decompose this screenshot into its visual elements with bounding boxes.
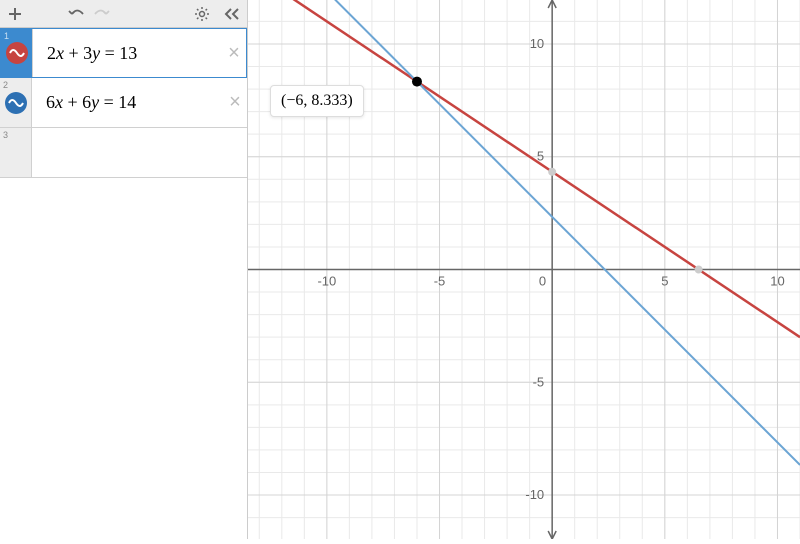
- color-icon[interactable]: [6, 42, 28, 64]
- expression-formula[interactable]: 2x + 3y = 13: [33, 43, 222, 64]
- color-icon[interactable]: [5, 92, 27, 114]
- expression-list: 1 2x + 3y = 13 × 2 6x + 6y = 14 × 3: [0, 28, 247, 539]
- expression-tab: 3: [0, 128, 32, 177]
- svg-text:10: 10: [770, 274, 784, 289]
- graph-canvas[interactable]: -10-50510-10-5510: [248, 0, 800, 539]
- chevron-left-icon: [224, 7, 240, 21]
- svg-text:-5: -5: [533, 374, 545, 389]
- expression-tab[interactable]: 1: [1, 29, 33, 77]
- undo-icon: [68, 8, 86, 20]
- delete-button[interactable]: ×: [223, 91, 247, 114]
- settings-button[interactable]: [191, 3, 213, 25]
- expression-index: 1: [4, 31, 9, 41]
- toolbar: [0, 0, 247, 28]
- delete-button[interactable]: ×: [222, 42, 246, 65]
- gear-icon: [194, 6, 210, 22]
- svg-text:-5: -5: [434, 274, 446, 289]
- point-label: (−6, 8.333): [270, 85, 364, 117]
- collapse-button[interactable]: [221, 3, 243, 25]
- graph-area[interactable]: -10-50510-10-5510 (−6, 8.333): [248, 0, 800, 539]
- expression-index: 3: [3, 130, 8, 140]
- redo-button[interactable]: [90, 3, 112, 25]
- svg-text:5: 5: [661, 274, 668, 289]
- plus-icon: [8, 7, 22, 21]
- redo-icon: [92, 8, 110, 20]
- expression-tab[interactable]: 2: [0, 78, 32, 127]
- expression-index: 2: [3, 80, 8, 90]
- expression-formula[interactable]: 6x + 6y = 14: [32, 92, 223, 113]
- sidebar: 1 2x + 3y = 13 × 2 6x + 6y = 14 × 3: [0, 0, 248, 539]
- svg-text:10: 10: [530, 36, 544, 51]
- expression-row[interactable]: 1 2x + 3y = 13 ×: [0, 28, 247, 78]
- add-button[interactable]: [4, 3, 26, 25]
- svg-text:-10: -10: [317, 274, 336, 289]
- undo-button[interactable]: [66, 3, 88, 25]
- svg-text:0: 0: [539, 274, 546, 289]
- empty-expression-row[interactable]: 3: [0, 128, 247, 178]
- expression-row[interactable]: 2 6x + 6y = 14 ×: [0, 78, 247, 128]
- svg-text:-10: -10: [525, 487, 544, 502]
